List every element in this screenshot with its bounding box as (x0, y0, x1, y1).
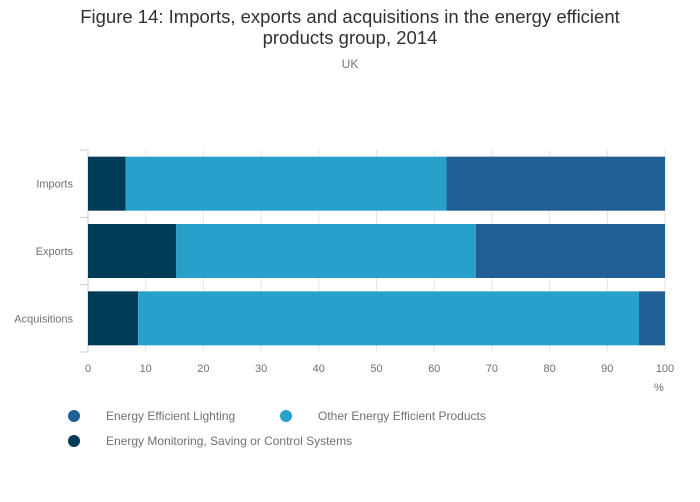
x-tick-label-60: 60 (428, 363, 440, 375)
bar-acquisitions-energy-efficient-lighting (639, 291, 665, 346)
legend-swatch-energy-efficient-lighting (68, 410, 80, 422)
y-tick-label-acquisitions: Acquisitions (14, 313, 73, 325)
bar-acquisitions-energy-monitoring-saving-or-control-systems (88, 291, 139, 346)
chart-title-line-2: products group, 2014 (262, 27, 438, 48)
bar-imports-other-energy-efficient-products (125, 156, 447, 211)
x-tick-label-80: 80 (543, 363, 555, 375)
x-axis-unit-label: % (654, 382, 664, 394)
legend-item-energy-efficient-lighting[interactable]: Energy Efficient Lighting (68, 409, 235, 423)
bar-acquisitions-other-energy-efficient-products (138, 291, 640, 346)
bar-exports-energy-monitoring-saving-or-control-systems (88, 224, 177, 278)
x-tick-label-70: 70 (486, 363, 498, 375)
bar-exports-other-energy-efficient-products (176, 224, 476, 278)
bar-imports-energy-efficient-lighting (446, 156, 665, 211)
legend-item-energy-monitoring-saving-control[interactable]: Energy Monitoring, Saving or Control Sys… (68, 434, 352, 448)
x-tick-label-0: 0 (85, 363, 91, 375)
x-tick-label-90: 90 (601, 363, 613, 375)
legend-swatch-other-energy-efficient-products (280, 410, 292, 422)
legend-swatch-energy-monitoring-saving-control (68, 435, 80, 447)
chart-title-line-1: Figure 14: Imports, exports and acquisit… (80, 6, 620, 27)
y-tick-label-imports: Imports (36, 179, 73, 191)
y-tick-label-exports: Exports (36, 246, 74, 258)
bar-exports-energy-efficient-lighting (475, 224, 665, 278)
legend-label-other-energy-efficient-products: Other Energy Efficient Products (318, 409, 486, 423)
x-tick-label-100: 100 (656, 363, 674, 375)
legend-label-energy-monitoring-saving-control: Energy Monitoring, Saving or Control Sys… (106, 434, 353, 448)
x-tick-label-30: 30 (255, 363, 267, 375)
x-tick-label-10: 10 (140, 363, 152, 375)
x-tick-label-20: 20 (197, 363, 209, 375)
x-tick-label-40: 40 (313, 363, 325, 375)
legend-item-other-energy-efficient-products[interactable]: Other Energy Efficient Products (280, 409, 486, 423)
legend-label-energy-efficient-lighting: Energy Efficient Lighting (106, 409, 236, 423)
chart-subtitle: UK (341, 57, 359, 71)
x-tick-label-50: 50 (370, 363, 382, 375)
chart-title: Figure 14: Imports, exports and acquisit… (0, 6, 700, 48)
bar-imports-energy-monitoring-saving-or-control-systems (88, 156, 126, 211)
